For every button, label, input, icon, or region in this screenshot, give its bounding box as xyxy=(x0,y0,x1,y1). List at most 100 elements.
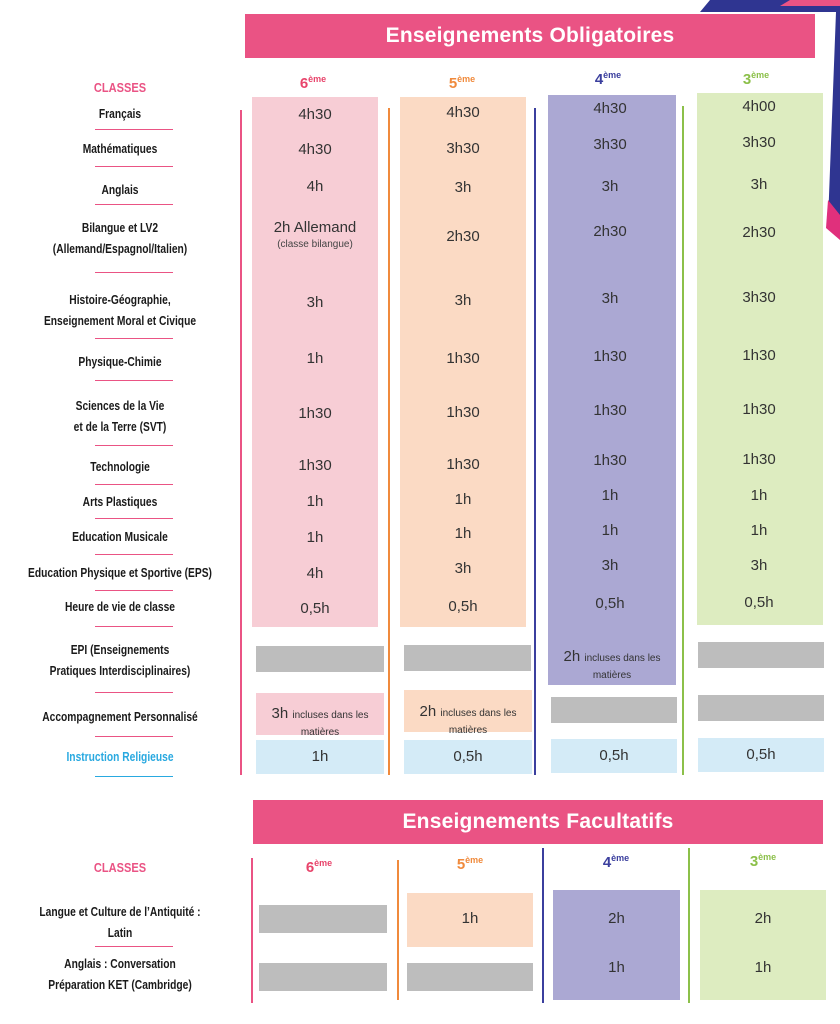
cell-5-ap-note: incluses dans les matières xyxy=(440,708,517,736)
fac-subject-anglais-line2: Préparation KET (Cambridge) xyxy=(48,978,192,992)
cell-5-svt: 1h30 xyxy=(446,404,480,421)
cell-5-religion: 0,5h xyxy=(453,748,483,765)
cell-3-svt: 1h30 xyxy=(742,401,776,418)
header-5-sup: ème xyxy=(457,74,476,84)
fac-grey-6-anglais xyxy=(259,963,387,991)
cell-6-maths: 4h30 xyxy=(298,141,332,158)
cell-5-ap: 2h incluses dans les matières xyxy=(404,703,532,737)
header-6eme: 6ème xyxy=(283,74,343,92)
religion-5-box xyxy=(404,740,532,774)
cell-6-ap-note: incluses dans les matières xyxy=(292,710,369,738)
cell-6-francais: 4h30 xyxy=(298,106,332,123)
separator xyxy=(95,776,173,777)
header-5eme: 5ème xyxy=(432,74,492,92)
classes-label: CLASSES xyxy=(93,80,147,95)
cell-6-musique: 1h xyxy=(306,529,324,546)
subject-vie-classe: Heure de vie de classe xyxy=(65,600,175,614)
subject-epi: EPI (Enseignements Pratiques Interdiscipl… xyxy=(22,640,219,682)
cell-4-anglais: 3h xyxy=(601,178,619,195)
cell-3-eps: 3h xyxy=(750,557,768,574)
cell-5-physique: 1h30 xyxy=(446,350,480,367)
cell-6-anglais: 4h xyxy=(306,178,324,195)
facultatifs-title: Enseignements Facultatifs xyxy=(402,810,674,833)
cell-4-eps: 3h xyxy=(601,557,619,574)
fac-subject-latin-line2: Latin xyxy=(107,926,133,940)
obligatoires-banner: Enseignements Obligatoires xyxy=(245,14,815,58)
cell-6-techno: 1h30 xyxy=(298,457,332,474)
subject-bilangue-line1: Bilangue et LV2 xyxy=(81,221,159,235)
cell-4-techno: 1h30 xyxy=(593,452,627,469)
cell-4-arts: 1h xyxy=(601,487,619,504)
cell-6-physique: 1h xyxy=(306,350,324,367)
religion-6-box xyxy=(256,740,384,774)
fac-subject-anglais-line1: Anglais : Conversation xyxy=(64,957,176,971)
cell-3-physique: 1h30 xyxy=(742,347,776,364)
cell-4-svt: 1h30 xyxy=(593,402,627,419)
cell-6-arts: 1h xyxy=(306,493,324,510)
column-5eme-bg xyxy=(400,97,526,627)
fac-cell-5-latin: 1h xyxy=(461,910,479,927)
cell-6-religion: 1h xyxy=(311,748,329,765)
cell-5-arts: 1h xyxy=(454,491,472,508)
grey-epi-5 xyxy=(404,645,531,671)
religion-3-box xyxy=(698,738,824,772)
cell-5-anglais: 3h xyxy=(454,179,472,196)
decorative-corner xyxy=(700,0,840,240)
ap-5-box xyxy=(404,690,532,732)
fac-header-5-sup: ème xyxy=(465,855,484,865)
header-3-num: 3 xyxy=(742,71,752,88)
separator xyxy=(95,518,173,519)
fac-subject-latin-line1: Langue et Culture de l’Antiquité : xyxy=(39,905,201,919)
header-5-num: 5 xyxy=(448,75,458,92)
separator xyxy=(95,166,173,167)
ap-6-box xyxy=(256,693,384,735)
vline-6 xyxy=(240,110,242,775)
cell-6-svt: 1h30 xyxy=(298,405,332,422)
subject-maths: Mathématiques xyxy=(82,142,158,156)
cell-6-bilangue-value: 2h Allemand xyxy=(273,219,357,236)
subject-histoire: Histoire-Géographie, Enseignement Moral e… xyxy=(22,290,219,332)
subject-bilangue: Bilangue et LV2 (Allemand/Espagnol/Italie… xyxy=(22,218,219,260)
subject-francais: Français xyxy=(98,107,142,121)
cell-5-francais: 4h30 xyxy=(446,104,480,121)
vline-5 xyxy=(388,108,390,775)
cell-4-epi-note: incluses dans les matières xyxy=(584,653,661,681)
fac-header-3-sup: ème xyxy=(758,852,777,862)
subject-epi-line2: Pratiques Interdisciplinaires) xyxy=(49,664,191,678)
fac-header-4eme: 4ème xyxy=(586,853,646,871)
cell-4-religion: 0,5h xyxy=(599,747,629,764)
cell-6-histoire: 3h xyxy=(306,294,324,311)
header-6-num: 6 xyxy=(299,75,309,92)
cell-4-maths: 3h30 xyxy=(593,136,627,153)
cell-4-musique: 1h xyxy=(601,522,619,539)
cell-5-bilangue: 2h30 xyxy=(446,228,480,245)
header-6-sup: ème xyxy=(308,74,327,84)
fac-5-latin-box xyxy=(407,893,533,947)
grey-epi-6 xyxy=(256,646,384,672)
subject-physique: Physique-Chimie xyxy=(78,355,162,369)
vline-4 xyxy=(534,108,536,775)
cell-5-maths: 3h30 xyxy=(446,140,480,157)
grey-epi-3 xyxy=(698,642,824,668)
fac-header-3-num: 3 xyxy=(749,853,759,870)
cell-3-arts: 1h xyxy=(750,487,768,504)
separator xyxy=(95,626,173,627)
separator xyxy=(95,380,173,381)
subject-svt: Sciences de la Vie et de la Terre (SVT) xyxy=(22,396,219,438)
separator xyxy=(95,946,173,947)
fac-header-3eme: 3ème xyxy=(733,852,793,870)
separator xyxy=(95,272,173,273)
subject-musique: Education Musicale xyxy=(72,530,168,544)
cell-3-maths: 3h30 xyxy=(742,134,776,151)
cell-5-ap-value: 2h xyxy=(419,703,437,720)
cell-4-histoire: 3h xyxy=(601,290,619,307)
header-4eme: 4ème xyxy=(578,70,638,88)
fac-cell-4-anglais: 1h xyxy=(608,959,625,976)
subject-techno: Technologie xyxy=(90,460,150,474)
fac-vline-3 xyxy=(688,848,690,1003)
fac-3-box xyxy=(700,890,826,1000)
fac-cell-3-latin: 2h xyxy=(754,910,772,927)
subject-epi-line1: EPI (Enseignements xyxy=(70,643,170,657)
fac-vline-6 xyxy=(251,858,253,1003)
fac-header-5-num: 5 xyxy=(456,856,466,873)
